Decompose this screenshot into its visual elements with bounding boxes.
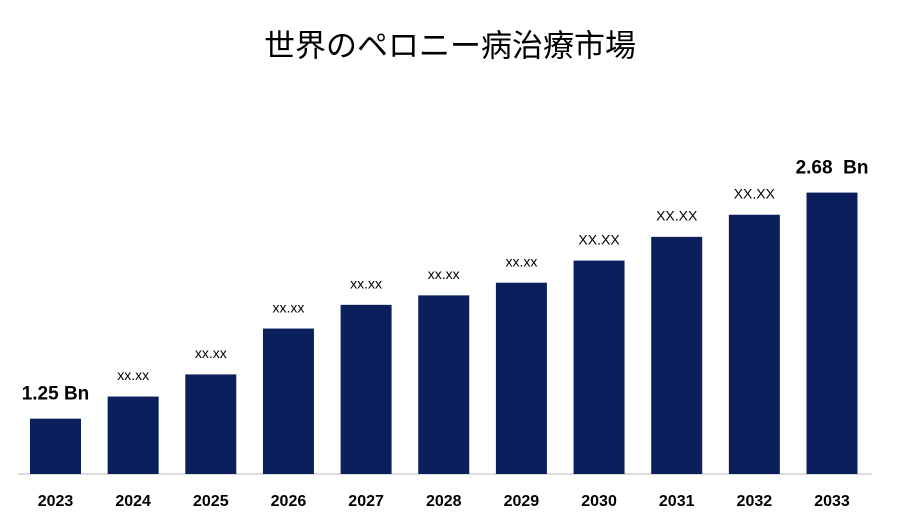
bar — [30, 418, 81, 474]
x-tick-label: 2028 — [426, 493, 462, 510]
value-label: 2.68 Bn — [796, 158, 869, 179]
bar — [495, 282, 547, 474]
bar — [573, 260, 625, 474]
bar — [185, 374, 237, 474]
value-label: XX.XX — [656, 208, 698, 224]
value-label: xx.xx — [505, 253, 537, 269]
x-tick-label: 2033 — [814, 493, 850, 510]
value-label: xx.xx — [195, 345, 227, 361]
x-tick-label: 2027 — [348, 493, 384, 510]
bar — [107, 396, 159, 474]
x-tick-label: 2026 — [271, 493, 307, 510]
x-tick-label: 2030 — [581, 493, 617, 510]
bar — [728, 214, 780, 474]
value-label: xx.xx — [428, 266, 460, 282]
x-tick-label: 2024 — [115, 493, 151, 510]
value-label: xx.xx — [117, 367, 149, 383]
chart-title: 世界のペロニー病治療市場 — [264, 29, 636, 65]
x-tick-label: 2031 — [659, 493, 695, 510]
x-tick-label: 2025 — [193, 493, 229, 510]
value-label: xx.xx — [350, 276, 382, 292]
value-label: 1.25 Bn — [22, 384, 90, 405]
bar — [806, 192, 858, 475]
bar — [340, 304, 392, 474]
bar — [651, 236, 703, 474]
value-label: XX.XX — [578, 231, 620, 247]
bar — [418, 295, 470, 474]
x-tick-label: 2032 — [737, 493, 773, 510]
x-tick-label: 2029 — [504, 493, 540, 510]
x-tick-label: 2023 — [38, 493, 74, 510]
value-label: xx.xx — [273, 299, 305, 315]
bar — [262, 328, 314, 474]
value-label: XX.XX — [734, 185, 776, 201]
